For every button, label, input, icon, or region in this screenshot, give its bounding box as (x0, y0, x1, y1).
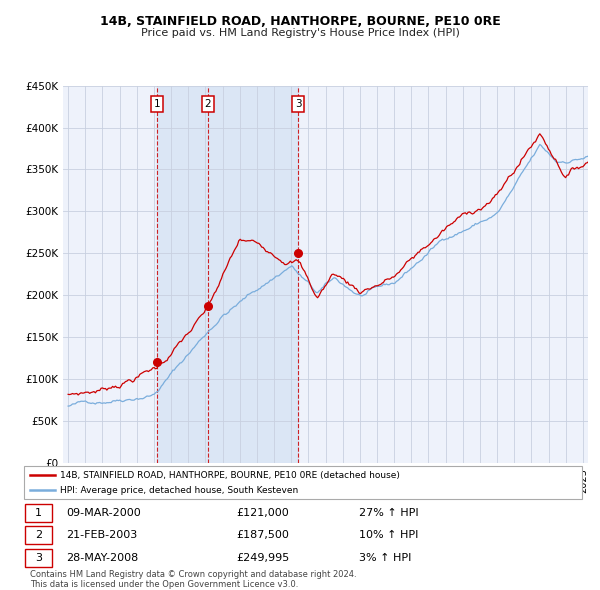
Text: HPI: Average price, detached house, South Kesteven: HPI: Average price, detached house, Sout… (60, 486, 299, 494)
Text: 1: 1 (35, 508, 42, 517)
Text: 14B, STAINFIELD ROAD, HANTHORPE, BOURNE, PE10 0RE (detached house): 14B, STAINFIELD ROAD, HANTHORPE, BOURNE,… (60, 471, 400, 480)
Text: 3% ↑ HPI: 3% ↑ HPI (359, 553, 411, 562)
Text: £187,500: £187,500 (236, 530, 289, 540)
Text: 28-MAY-2008: 28-MAY-2008 (66, 553, 138, 562)
Bar (25, 526, 52, 544)
Text: 09-MAR-2000: 09-MAR-2000 (66, 508, 140, 517)
Text: 2: 2 (35, 530, 42, 540)
Text: 3: 3 (295, 99, 302, 109)
Bar (25, 549, 52, 566)
Bar (25, 504, 52, 522)
Text: 2: 2 (205, 99, 211, 109)
Text: 27% ↑ HPI: 27% ↑ HPI (359, 508, 418, 517)
Text: 10% ↑ HPI: 10% ↑ HPI (359, 530, 418, 540)
Text: 3: 3 (35, 553, 42, 562)
Bar (157, 86, 298, 463)
Text: Price paid vs. HM Land Registry's House Price Index (HPI): Price paid vs. HM Land Registry's House … (140, 28, 460, 38)
Text: £249,995: £249,995 (236, 553, 289, 562)
Text: 14B, STAINFIELD ROAD, HANTHORPE, BOURNE, PE10 0RE: 14B, STAINFIELD ROAD, HANTHORPE, BOURNE,… (100, 15, 500, 28)
Text: 1: 1 (154, 99, 161, 109)
Text: Contains HM Land Registry data © Crown copyright and database right 2024.
This d: Contains HM Land Registry data © Crown c… (30, 570, 356, 589)
Text: 21-FEB-2003: 21-FEB-2003 (66, 530, 137, 540)
Text: £121,000: £121,000 (236, 508, 289, 517)
